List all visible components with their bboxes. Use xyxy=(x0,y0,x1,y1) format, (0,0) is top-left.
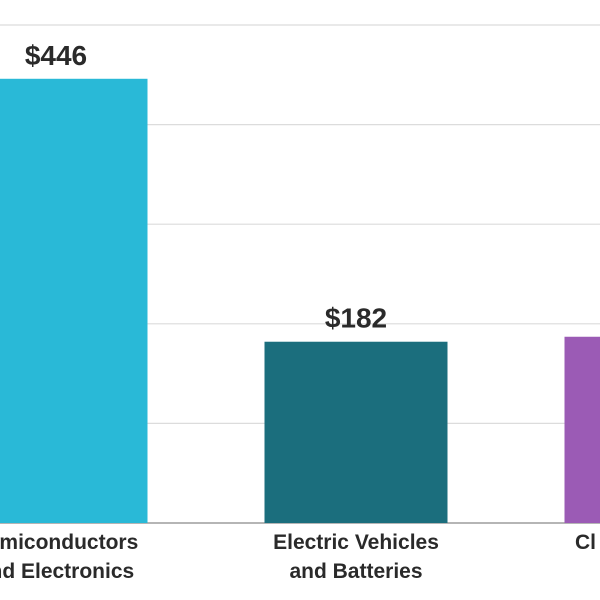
x-tick-label: Semiconductors xyxy=(0,531,138,554)
value-label: $182 xyxy=(325,303,387,334)
bar xyxy=(564,336,600,523)
x-tick-label: Electric Vehicles xyxy=(273,531,439,554)
x-tick-label: and Batteries xyxy=(289,560,422,583)
bar xyxy=(264,341,448,523)
x-tick-label: and Electronics xyxy=(0,560,134,583)
value-label: $446 xyxy=(25,40,87,71)
x-tick-label: Cl xyxy=(575,531,596,554)
bar xyxy=(0,78,148,523)
